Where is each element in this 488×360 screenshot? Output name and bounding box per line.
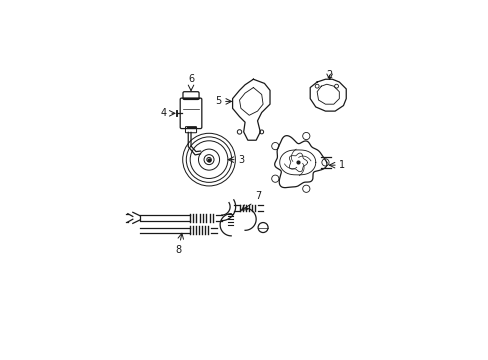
Text: 6: 6: [187, 74, 194, 84]
Text: 8: 8: [175, 245, 181, 255]
Text: 3: 3: [238, 155, 244, 165]
Text: 2: 2: [326, 70, 332, 80]
Text: 1: 1: [339, 160, 345, 170]
Text: 5: 5: [215, 96, 221, 107]
Text: 4: 4: [161, 108, 167, 118]
Text: 7: 7: [254, 191, 261, 201]
